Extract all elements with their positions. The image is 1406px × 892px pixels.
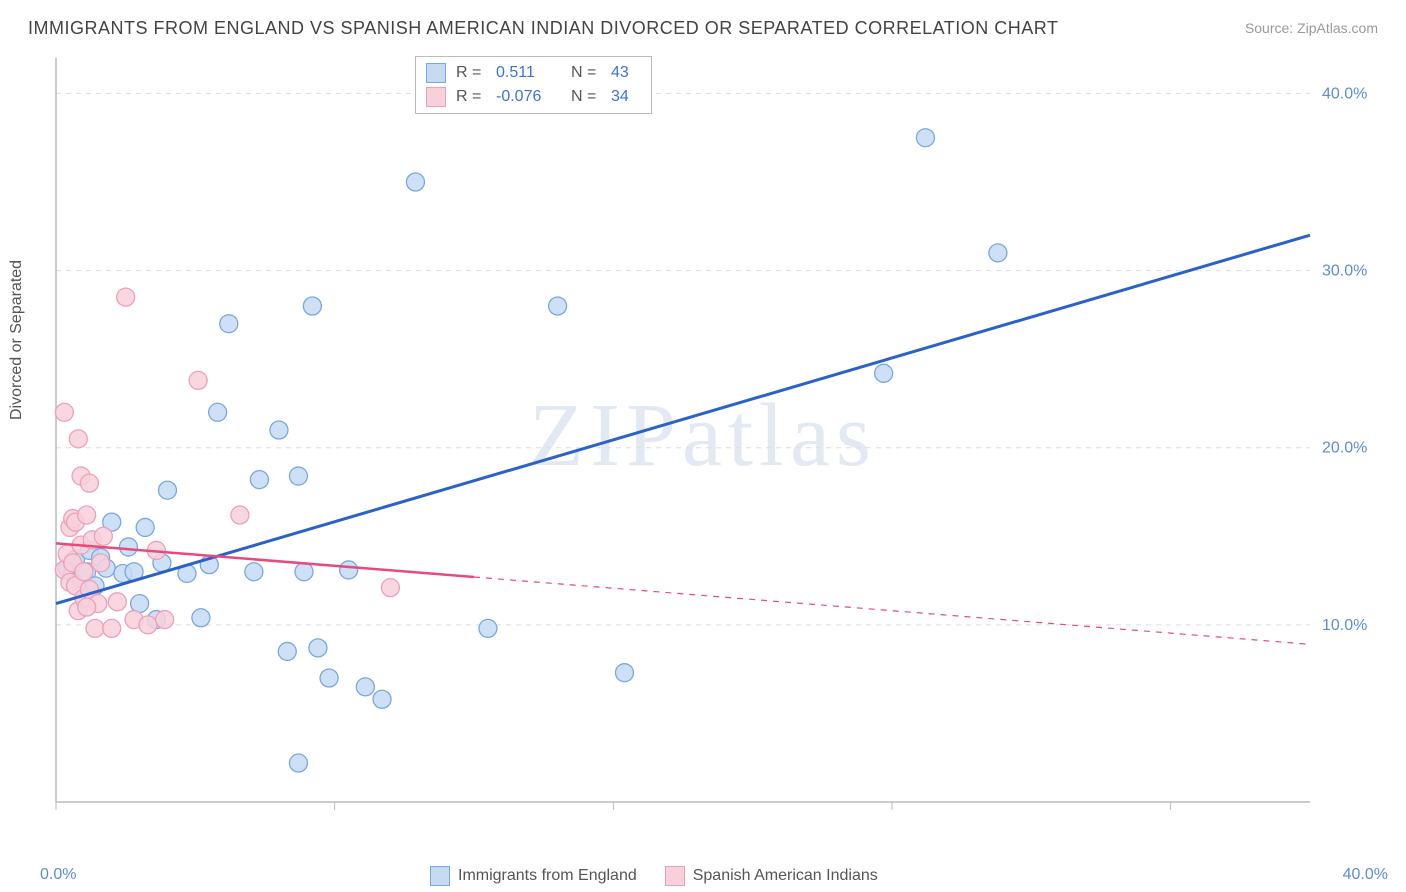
svg-text:10.0%: 10.0% [1322, 617, 1367, 634]
legend-n-label: N = [571, 88, 601, 106]
series-legend: Immigrants from England Spanish American… [430, 866, 878, 886]
legend-n-value-1: 43 [611, 64, 641, 82]
legend-swatch-series2 [426, 87, 446, 107]
chart-title: IMMIGRANTS FROM ENGLAND VS SPANISH AMERI… [28, 18, 1058, 39]
legend-swatch-series1 [426, 63, 446, 83]
legend-r-label: R = [456, 64, 486, 82]
legend-row-series1: R = 0.511 N = 43 [426, 61, 641, 85]
x-axis-max-label: 40.0% [1343, 866, 1388, 884]
legend-label-series1: Immigrants from England [458, 867, 637, 885]
svg-text:20.0%: 20.0% [1322, 440, 1367, 457]
legend-row-series2: R = -0.076 N = 34 [426, 85, 641, 109]
correlation-legend: R = 0.511 N = 43 R = -0.076 N = 34 [415, 56, 652, 114]
y-axis-label: Divorced or Separated [8, 260, 26, 420]
source-attribution: Source: ZipAtlas.com [1245, 20, 1378, 36]
legend-label-series2: Spanish American Indians [693, 867, 878, 885]
scatter-chart: 10.0% 20.0% 30.0% 40.0% [50, 52, 1380, 842]
svg-text:40.0%: 40.0% [1322, 85, 1367, 102]
legend-swatch-series2 [665, 866, 685, 886]
legend-r-value-2: -0.076 [496, 88, 561, 106]
legend-item-series2: Spanish American Indians [665, 866, 878, 886]
legend-r-label: R = [456, 88, 486, 106]
legend-n-value-2: 34 [611, 88, 641, 106]
legend-r-value-1: 0.511 [496, 64, 561, 82]
x-axis-min-label: 0.0% [40, 866, 76, 884]
legend-item-series1: Immigrants from England [430, 866, 637, 886]
svg-text:30.0%: 30.0% [1322, 263, 1367, 280]
legend-swatch-series1 [430, 866, 450, 886]
plot-area: 10.0% 20.0% 30.0% 40.0% [50, 52, 1380, 842]
legend-n-label: N = [571, 64, 601, 82]
